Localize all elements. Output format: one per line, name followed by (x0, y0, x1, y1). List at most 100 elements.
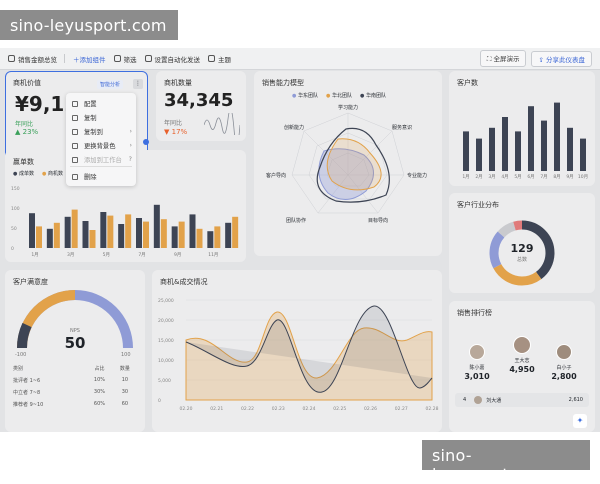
filter-button[interactable]: 筛选 (113, 54, 137, 64)
legend-item: ● 华北团队 (325, 93, 352, 99)
menu-item-add-workbench: 添加到工作台? (72, 155, 132, 164)
bar (232, 216, 239, 248)
bar (463, 131, 469, 171)
fullscreen-button[interactable]: ⛶ 全屏演示 (479, 50, 527, 67)
table-row: 中立者 7~8 30% 30 (13, 389, 129, 396)
send-icon (144, 55, 152, 62)
y-tick-label: 20,000 (158, 318, 174, 324)
card-ranking[interactable]: 销售排行榜 陈小嘉 3,010 王大志 4,950 白小子 2,800 4 刘大… (449, 301, 595, 432)
bar (64, 216, 71, 248)
legend-item: ● 商机数 (41, 171, 63, 177)
yoy-label: 年同比 (15, 121, 34, 128)
bar (515, 131, 521, 171)
menu-item-configure[interactable]: 配置 (72, 99, 132, 108)
menu-item-bg-color[interactable]: 更换背景色 › (72, 141, 132, 150)
rank-name: 陈小嘉 (469, 365, 485, 371)
dashboard-title[interactable]: 销售金额总览 (8, 54, 57, 64)
bar (225, 222, 232, 248)
gauge-min: -100 (15, 352, 27, 358)
card-satisfaction[interactable]: 客户满意度 NPS 50 -100 100 类别 占比 数量 批评者 1~6 10% 1… (5, 270, 145, 432)
rank-name: 白小子 (556, 365, 572, 371)
more-options-button[interactable]: ⋮ (133, 79, 143, 89)
series-area (185, 311, 433, 401)
chevron-right-icon: › (129, 142, 132, 149)
y-tick-label: 10,000 (158, 358, 174, 364)
menu-divider (70, 166, 132, 167)
x-tick-label: 02.28 (426, 406, 439, 412)
radar-axis-label: 专业能力 (407, 173, 428, 179)
industry-total-label: 总数 (516, 257, 527, 263)
x-tick-label: 1月 (462, 174, 469, 180)
radar-axis-label: 目标导向 (368, 218, 389, 224)
table-row: 批评者 1~6 10% 10 (13, 377, 129, 384)
y-tick-label: 5,000 (158, 378, 171, 384)
gauge-max: 100 (121, 352, 131, 358)
bar (502, 117, 508, 171)
x-tick-label: 02.21 (210, 406, 223, 412)
bar (136, 218, 142, 248)
radar-legend: ● 华东团队 ● 华北团队 ● 华南团队 (292, 92, 386, 99)
card-industry[interactable]: 客户行业分布 129 总数 (449, 193, 595, 293)
card-trend[interactable]: 商机&成交情况 25,000 20,000 15,000 10,000 5,000 0 02… (152, 270, 442, 432)
x-tick-label: 02.23 (272, 406, 285, 412)
copy-to-icon (72, 128, 78, 135)
bar (53, 222, 60, 248)
bar (567, 127, 573, 171)
card-deal-count[interactable]: 商机数量 34,345 年同比 ▼ 17% (156, 71, 246, 141)
context-menu: 配置 复制 复制到 › 更换背景色 › 添加到工作台? 删除 (66, 93, 136, 186)
card-radar[interactable]: 销售能力模型 ● 华东团队 ● 华北团队 ● 华南团队 学习能力 服务意识 专业… (254, 71, 442, 256)
theme-button[interactable]: 主题 (208, 54, 231, 64)
y-tick-label: 15,000 (158, 338, 174, 344)
nps-gauge (17, 290, 133, 349)
plus-icon: ＋ (73, 55, 80, 64)
toolbar: 销售金额总览 ＋添加组件 筛选 设置自动化发送 主题 ⛶ 全屏演示 ⇪ 分享此仪… (0, 48, 600, 70)
filter-icon (113, 55, 121, 62)
radar-axis-label: 服务意识 (392, 125, 413, 131)
x-tick-label: 2月 (475, 174, 482, 180)
resize-handle[interactable] (143, 139, 149, 145)
x-tick-label: 3月 (488, 174, 495, 180)
share-button[interactable]: ⇪ 分享此仪表盘 (531, 50, 592, 67)
x-tick-label: 6月 (527, 174, 534, 180)
rank-name: 王大志 (514, 358, 530, 364)
bar (46, 228, 53, 248)
fullscreen-icon: ⛶ (486, 55, 494, 63)
card-title: 销售排行榜 (457, 309, 492, 317)
menu-item-copy-to[interactable]: 复制到 › (72, 127, 132, 136)
radar-chart (291, 112, 405, 214)
ai-assistant-button[interactable]: ✦ (573, 414, 587, 428)
menu-item-delete[interactable]: 删除 (72, 172, 132, 181)
bar (171, 226, 178, 248)
x-tick-label: 02.27 (395, 406, 408, 412)
x-tick-label: 5月 (103, 252, 110, 258)
bar (214, 226, 221, 248)
nps-value: 50 (64, 334, 86, 352)
table-row: 推荐者 9~10 60% 60 (13, 401, 129, 408)
radar-axis-label: 团队协作 (286, 218, 307, 224)
nps-label: NPS (70, 328, 80, 334)
avatar (513, 336, 531, 354)
arrow-up-icon: ▲ (15, 128, 23, 136)
y-tick-label: 100 (11, 206, 20, 212)
bar (580, 138, 586, 171)
add-widget-button[interactable]: ＋添加组件 (73, 55, 106, 64)
auto-send-button[interactable]: 设置自动化发送 (144, 54, 200, 64)
x-tick-label: 8月 (553, 174, 560, 180)
avatar (474, 396, 483, 404)
menu-item-copy[interactable]: 复制 (72, 113, 132, 122)
x-tick-label: 02.20 (180, 406, 193, 412)
x-tick-label: 02.22 (241, 406, 254, 412)
bar (476, 138, 482, 171)
card-customers[interactable]: 客户数 1月 2月 3月 4月 5月 6月 7月 8月 9月 10月 (449, 71, 595, 186)
x-tick-label: 4月 (501, 174, 508, 180)
card-title: 商机价值 (13, 79, 41, 87)
bar (554, 102, 560, 171)
x-tick-label: 5月 (514, 174, 521, 180)
deal-count-number: 34,345 (164, 90, 234, 111)
x-tick-label: 3月 (67, 252, 74, 258)
bar (153, 204, 160, 248)
customers-bar-chart: 1月 2月 3月 4月 5月 6月 7月 8月 9月 10月 (462, 102, 588, 180)
radar-axis-label: 创新能力 (284, 125, 305, 131)
smart-analysis-tag[interactable]: 智能分析 (97, 80, 124, 89)
toolbar-right: ⛶ 全屏演示 ⇪ 分享此仪表盘 (475, 50, 592, 67)
